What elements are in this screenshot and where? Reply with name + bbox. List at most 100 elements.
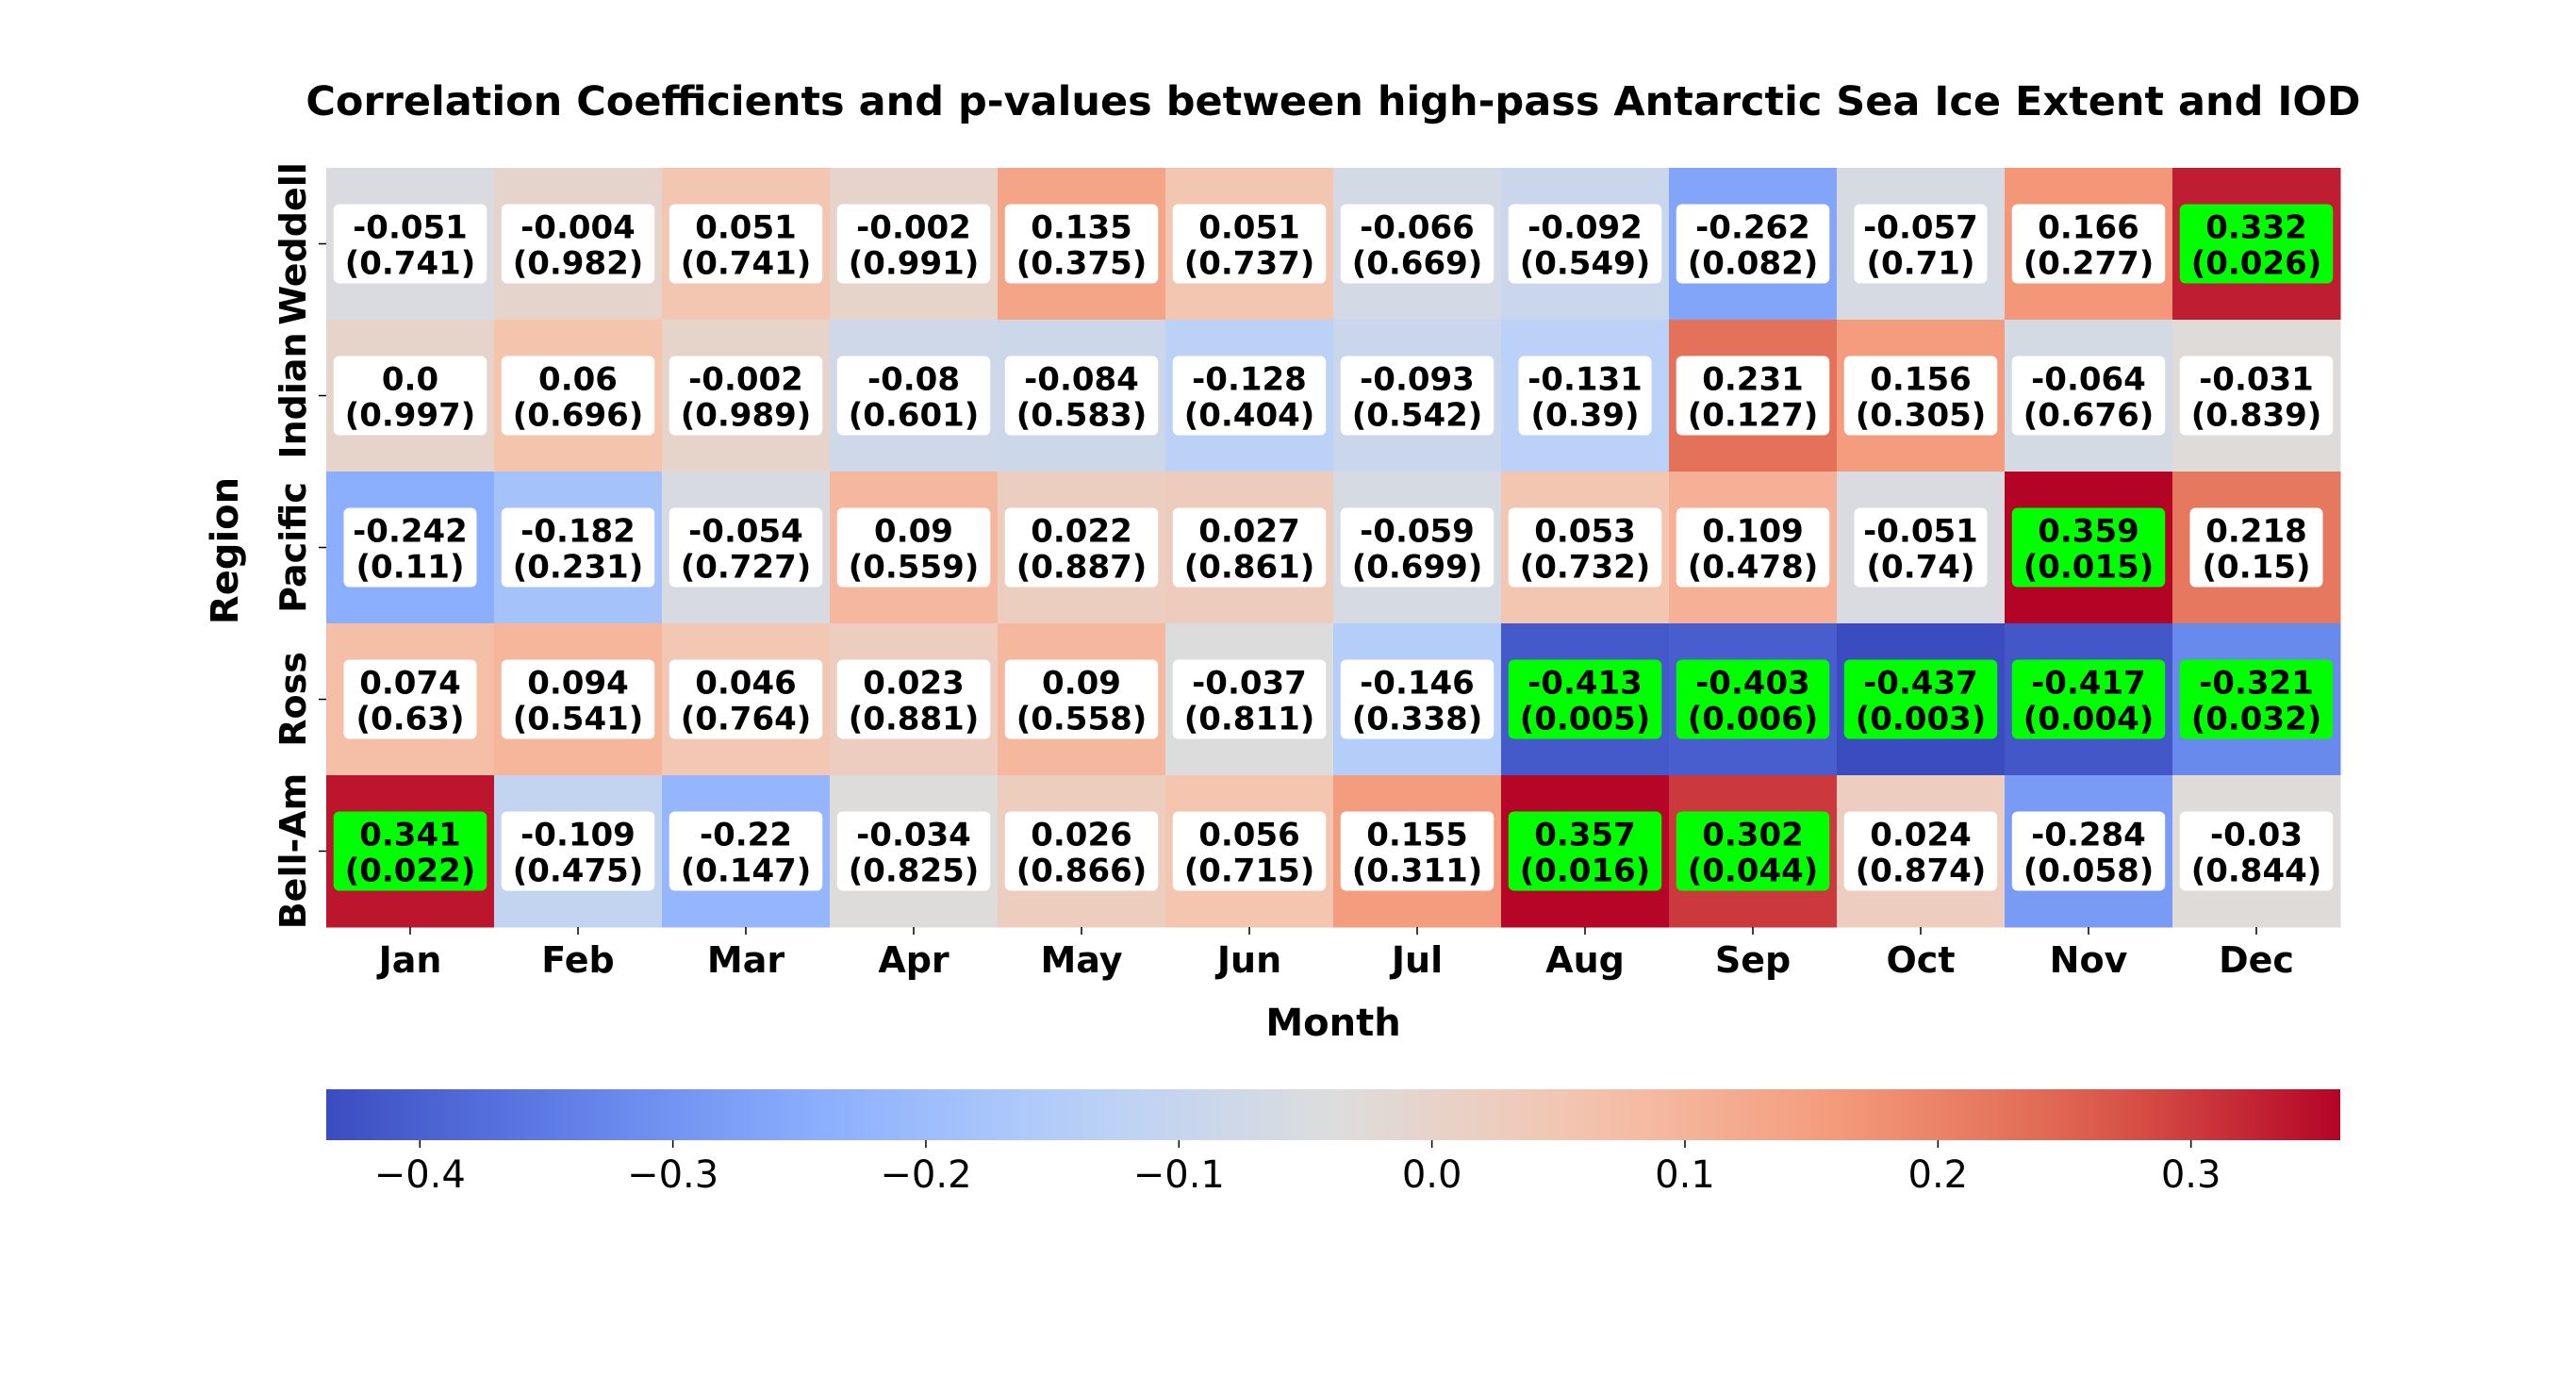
colorbar-tick-label: 0.0 <box>1402 1153 1462 1197</box>
y-axis-label: Region <box>204 477 247 624</box>
colorbar <box>326 1089 2340 1140</box>
cell-value-label: -0.403 <box>1695 665 1810 703</box>
cell-value-label: 0.074 <box>359 665 461 703</box>
cell-value-label: 0.09 <box>874 513 953 551</box>
cell-pvalue-label: (0.839) <box>2191 397 2322 435</box>
cell-pvalue-label: (0.026) <box>2191 245 2322 283</box>
cell-value-label: 0.056 <box>1198 817 1300 854</box>
cell-pvalue-label: (0.032) <box>2191 701 2322 738</box>
cell-label-box <box>2179 356 2334 436</box>
cell-pvalue-label: (0.005) <box>1520 701 1651 738</box>
cell-value-label: 0.023 <box>863 665 965 703</box>
cell-value-label: -0.002 <box>688 361 803 399</box>
cell-label-box <box>836 659 991 739</box>
cell-pvalue-label: (0.696) <box>513 397 644 435</box>
cell-value-label: 0.027 <box>1198 513 1300 551</box>
cell-pvalue-label: (0.022) <box>345 853 476 890</box>
cell-value-label: 0.051 <box>1198 209 1300 247</box>
cell-pvalue-label: (0.741) <box>345 245 476 283</box>
y-axis-ticks: Weddell Indian Pacific Ross Bell-Am <box>272 162 326 929</box>
cell-value-label: -0.413 <box>1527 665 1643 703</box>
cell-value-label: 0.155 <box>1366 817 1468 854</box>
y-tick-label: Ross <box>272 652 314 747</box>
cell-pvalue-label: (0.74) <box>1867 549 1975 587</box>
cell-value-label: 0.166 <box>2038 209 2139 247</box>
cell-label-box <box>1172 507 1327 588</box>
cell-pvalue-label: (0.71) <box>1867 245 1975 283</box>
cell-value-label: -0.066 <box>1360 209 1475 247</box>
cell-pvalue-label: (0.058) <box>2023 853 2155 890</box>
cell-value-label: -0.321 <box>2199 665 2314 703</box>
cell-label-box <box>2011 204 2166 284</box>
cell-label-box <box>669 507 823 588</box>
cell-value-label: -0.057 <box>1863 209 1978 247</box>
cell-label-box <box>343 507 477 588</box>
x-tick-label: Apr <box>878 939 949 981</box>
cell-value-label: 0.053 <box>1534 513 1636 551</box>
cell-value-label: 0.341 <box>359 817 461 854</box>
x-tick-label: Jul <box>1389 939 1443 981</box>
cell-pvalue-label: (0.866) <box>1016 853 1148 890</box>
cell-value-label: 0.218 <box>2205 513 2307 551</box>
cell-label-box <box>669 356 823 436</box>
colorbar-tick-label: −0.2 <box>880 1153 971 1197</box>
cell-value-label: 0.051 <box>695 209 797 247</box>
cell-pvalue-label: (0.549) <box>1520 245 1651 283</box>
cell-pvalue-label: (0.558) <box>1016 701 1148 738</box>
cell-label-box <box>1676 811 1830 891</box>
cell-pvalue-label: (0.305) <box>1856 397 1987 435</box>
cell-label-box <box>669 204 823 284</box>
cell-value-label: 0.109 <box>1702 513 1804 551</box>
cell-value-label: -0.03 <box>2210 817 2303 854</box>
cell-label-box <box>669 659 823 739</box>
cell-value-label: 0.09 <box>1042 665 1121 703</box>
cell-value-label: 0.359 <box>2038 513 2139 551</box>
cell-pvalue-label: (0.559) <box>849 549 980 587</box>
cell-pvalue-label: (0.989) <box>681 397 812 435</box>
x-axis-ticks: Jan Feb Mar Apr May Jun Jul Aug Sep Oct Nov Dec <box>376 927 2294 981</box>
cell-value-label: 0.026 <box>1031 817 1132 854</box>
x-tick-label: Nov <box>2050 939 2128 981</box>
cell-value-label: 0.357 <box>1534 817 1636 854</box>
cell-pvalue-label: (0.991) <box>849 245 980 283</box>
cell-pvalue-label: (0.338) <box>1352 701 1483 738</box>
cell-label-box <box>2011 507 2166 588</box>
cell-value-label: 0.06 <box>538 361 618 399</box>
cell-label-box <box>1340 507 1494 588</box>
cell-pvalue-label: (0.082) <box>1688 245 1819 283</box>
cell-label-box <box>501 507 655 588</box>
cell-value-label: -0.059 <box>1360 513 1475 551</box>
x-tick-label: May <box>1040 939 1122 981</box>
cell-pvalue-label: (0.542) <box>1352 397 1483 435</box>
cell-value-label: 0.024 <box>1870 817 1972 854</box>
cell-label-box <box>1676 356 1830 436</box>
cell-label-box <box>1172 204 1327 284</box>
cell-value-label: 0.094 <box>527 665 629 703</box>
cell-value-label: -0.22 <box>700 817 792 854</box>
cell-label-box <box>1004 204 1159 284</box>
cell-label-box <box>501 811 655 891</box>
cell-label-box <box>836 507 991 588</box>
cell-value-label: -0.437 <box>1863 665 1978 703</box>
cell-label-box <box>333 356 487 436</box>
cell-pvalue-label: (0.541) <box>513 701 644 738</box>
cell-value-label: -0.092 <box>1527 209 1643 247</box>
cell-label-box <box>1843 811 1998 891</box>
x-tick-label: Oct <box>1887 939 1956 981</box>
cell-pvalue-label: (0.601) <box>849 397 980 435</box>
cell-value-label: -0.004 <box>520 209 636 247</box>
cell-pvalue-label: (0.277) <box>2023 245 2155 283</box>
cell-label-box <box>1340 659 1494 739</box>
cell-label-box <box>1340 811 1494 891</box>
cell-label-box <box>2179 811 2334 891</box>
cell-value-label: -0.182 <box>520 513 636 551</box>
cell-value-label: -0.284 <box>2031 817 2146 854</box>
cell-value-label: 0.156 <box>1870 361 1972 399</box>
cell-label-box <box>836 204 991 284</box>
cell-pvalue-label: (0.127) <box>1688 397 1819 435</box>
cell-value-label: 0.135 <box>1031 209 1132 247</box>
cell-pvalue-label: (0.669) <box>1352 245 1483 283</box>
cell-pvalue-label: (0.006) <box>1688 701 1819 738</box>
cell-label-box <box>1508 204 1662 284</box>
